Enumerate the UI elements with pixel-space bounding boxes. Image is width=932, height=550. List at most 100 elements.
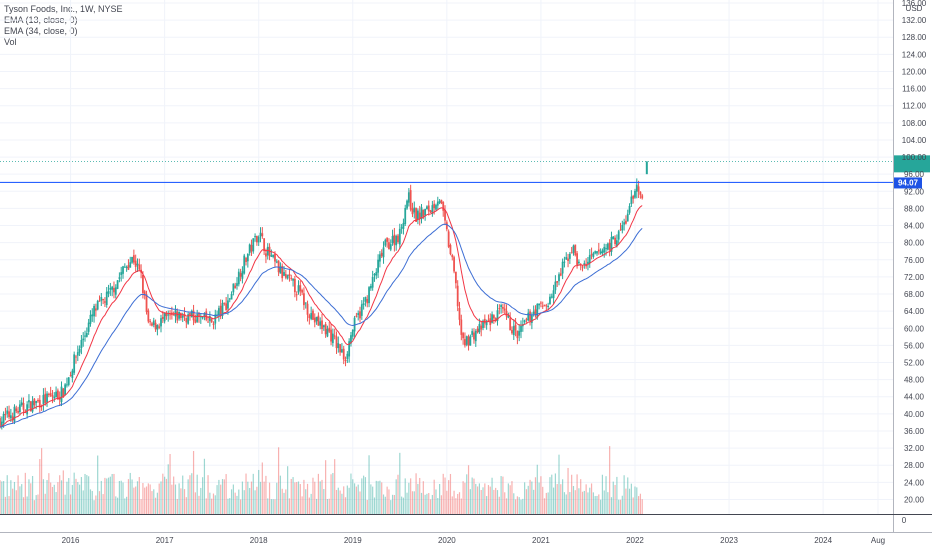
volume-bar [205, 498, 207, 514]
volume-axis-label: 0 [902, 516, 907, 525]
candle-body [503, 308, 506, 311]
candle-body [104, 301, 106, 303]
volume-bar [136, 481, 139, 514]
volume-bar [41, 448, 43, 514]
candle-body [525, 318, 528, 320]
candle-body [31, 400, 34, 412]
price-axis[interactable]: 20.00 24.00 28.00 32.00 36.00 40.00 44.00 48.00… [902, 0, 927, 525]
candle-body [67, 377, 70, 385]
candle-body [559, 273, 562, 276]
volume-bar [187, 479, 189, 514]
candle-body [505, 310, 508, 317]
candle-body [143, 291, 146, 296]
candle-body [241, 271, 244, 279]
time-axis[interactable]: 2016 2017 2018 2019 2020 2021 2022 2023 2024 Aug [62, 536, 885, 545]
candle-body [85, 332, 88, 337]
volume-bar [100, 480, 102, 514]
candle-body [132, 255, 135, 263]
candle-body [55, 391, 57, 398]
candle-body [181, 315, 184, 318]
volume-bar [370, 484, 372, 514]
candle-body [113, 287, 115, 293]
candle-body [319, 321, 322, 326]
candle-body [619, 229, 622, 231]
volume-bar [366, 499, 368, 514]
candle-body [433, 203, 436, 209]
volume-bar [247, 481, 249, 514]
volume-bar [154, 497, 157, 514]
candle-body [538, 303, 541, 306]
candle-body [512, 326, 515, 336]
volume-bar [135, 486, 137, 514]
volume-bar [484, 483, 486, 514]
volume-bar [68, 478, 70, 514]
candle-body [187, 314, 190, 324]
candle-body [17, 411, 19, 413]
candle-body [518, 330, 521, 336]
volume-bar [480, 489, 482, 514]
candle-body [623, 222, 626, 225]
candle-body [147, 310, 150, 322]
candle-body [221, 303, 224, 316]
candle-body [621, 225, 624, 231]
candle-body [395, 236, 398, 246]
candle-body [431, 205, 434, 214]
candle-body [190, 310, 193, 318]
candle-body [549, 296, 551, 305]
candle-body [386, 237, 389, 242]
candle-body [426, 206, 428, 210]
candle-body [527, 312, 530, 321]
volume-bar [245, 473, 247, 514]
volume-bar [628, 488, 631, 514]
volume-bar [603, 490, 605, 514]
candle-body [237, 271, 240, 285]
candle-body [265, 253, 267, 257]
candle-body [0, 418, 1, 428]
volume-bar [254, 490, 256, 514]
candle-body [214, 314, 217, 324]
y-tick-label: 108.00 [902, 119, 927, 128]
volume-bar [115, 496, 117, 514]
candle-body [453, 257, 455, 272]
candle-body [93, 305, 95, 317]
candle-body [483, 318, 486, 324]
candle-body [51, 395, 54, 397]
volume-bar [234, 492, 236, 514]
volume-bar [420, 492, 423, 514]
candle-body [491, 314, 493, 323]
candle-body [317, 315, 320, 326]
candle-body [134, 260, 137, 267]
volume-bar [426, 493, 428, 514]
candle-body [422, 209, 425, 217]
volume-bar [301, 496, 303, 514]
volume-bar [321, 479, 323, 514]
candle-body [536, 303, 539, 318]
volume-bar [325, 460, 327, 514]
candle-body [82, 338, 85, 341]
candle-body [272, 254, 275, 257]
candle-body [297, 285, 300, 293]
volume-bar [534, 477, 537, 514]
volume-bar [192, 451, 195, 514]
candle-body [588, 255, 591, 263]
volume-bar [140, 499, 142, 514]
candle-body [292, 278, 294, 281]
volume-bar [73, 472, 75, 514]
y-tick-label: 20.00 [904, 495, 925, 504]
candle-body [456, 285, 459, 307]
candle-body [259, 232, 262, 237]
volume-bar [498, 496, 500, 514]
candle-body [306, 303, 309, 315]
candle-body [635, 184, 638, 192]
candle-body [263, 238, 266, 252]
volume-bar [623, 475, 625, 514]
candle-body [617, 231, 620, 240]
volume-bar [37, 494, 39, 514]
volume-bar [305, 489, 307, 514]
candle-body [373, 274, 376, 276]
candle-body [304, 302, 307, 304]
candle-body [9, 415, 12, 419]
candle-body [460, 319, 463, 335]
volume-bar [386, 486, 388, 514]
